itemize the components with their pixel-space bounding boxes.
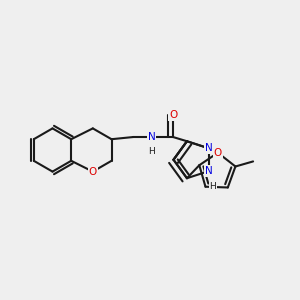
Text: O: O: [89, 167, 97, 177]
Text: N: N: [205, 143, 212, 153]
Text: N: N: [148, 132, 155, 142]
Text: H: H: [148, 147, 155, 156]
Text: O: O: [214, 148, 222, 158]
Text: N: N: [205, 166, 212, 176]
Text: H: H: [210, 182, 216, 191]
Text: O: O: [169, 110, 177, 120]
